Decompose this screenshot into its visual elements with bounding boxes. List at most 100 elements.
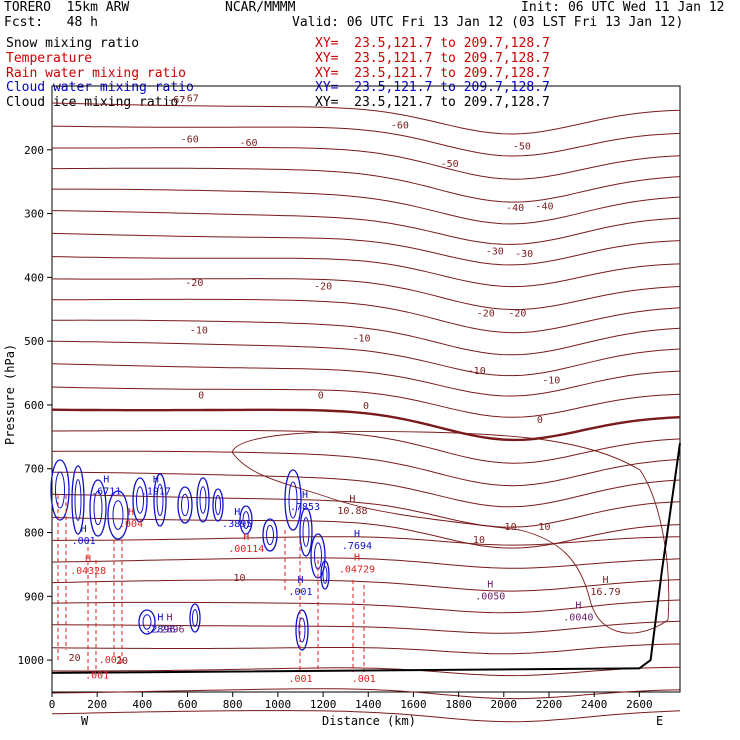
rain-water-contours — [57, 495, 365, 672]
extremum-value: .2896 — [154, 624, 184, 635]
extremum-value: .001 — [99, 655, 123, 666]
cloud-water-cell — [239, 505, 253, 535]
cloud-water-cell — [242, 511, 250, 529]
cloud-water-cell — [266, 524, 274, 546]
cloud-water-cell — [320, 560, 330, 590]
isotherm-label: 0 — [363, 401, 369, 412]
y-tick-label: 600 — [24, 399, 44, 412]
y-tick-label: 700 — [24, 463, 44, 476]
y-tick-label: 1000 — [18, 654, 45, 667]
extremum-value: .04729 — [339, 565, 375, 576]
extremum-value: .7853 — [290, 502, 320, 513]
legend-xy-snow: XY= 23.5,121.7 to 209.7,128.7 — [315, 36, 550, 51]
cloud-water-cell — [153, 473, 167, 527]
cloud-water-cell — [132, 477, 148, 523]
extremum-value: .001 — [85, 670, 109, 681]
x-tick-label: 2200 — [536, 698, 563, 711]
cloud-water-cell — [142, 614, 152, 630]
isotherm — [52, 319, 681, 356]
isotherm-label: -40 — [506, 203, 524, 214]
x-tick-label: 400 — [132, 698, 152, 711]
extremum-mark: H — [487, 579, 493, 590]
x-tick-label: 200 — [87, 698, 107, 711]
extremum-mark: H — [85, 554, 91, 565]
x-tick-label: 600 — [178, 698, 198, 711]
extremum-value: .6711 — [91, 487, 121, 498]
isotherm — [51, 688, 681, 700]
isotherm — [51, 125, 681, 157]
x-tick-label: 1400 — [355, 698, 382, 711]
legend-xy-temperature: XY= 23.5,121.7 to 209.7,128.7 — [315, 51, 550, 66]
cloud-water-cell — [284, 469, 302, 531]
cloud-water-cell — [215, 494, 221, 516]
cloud-water-cell — [136, 486, 144, 514]
isotherm-label: 20 — [116, 656, 128, 667]
y-tick-label: 500 — [24, 335, 44, 348]
extremum-mark: H — [234, 507, 240, 518]
isotherm — [51, 666, 681, 677]
y-axis-label: Pressure (hPa) — [3, 344, 17, 445]
extremum-value: .2896 — [145, 624, 175, 635]
x-axis-label: Distance (km) — [322, 714, 416, 728]
cloud-water-cell — [55, 471, 65, 509]
extremum-value: .1917 — [141, 487, 171, 498]
cloud-water-cell — [93, 490, 103, 526]
legend-label-cloud-ice: Cloud ice mixing ratio — [6, 95, 179, 110]
isotherm-label: -67 — [167, 95, 185, 106]
contour-labels: -67-67 -60 -60 -60 -50 -50 -40 -40 -30 -30 -20 -20 -… — [69, 93, 621, 685]
cloud-water-cell — [189, 603, 201, 633]
cloud-water-cell — [196, 477, 210, 523]
x-tick-label: 1600 — [400, 698, 427, 711]
legend-xy-rain: XY= 23.5,121.7 to 209.7,128.7 — [315, 66, 550, 81]
cloud-water-cell — [199, 486, 207, 514]
extremum-mark: H — [81, 524, 87, 535]
cloud-water-cell — [302, 517, 310, 547]
isotherm — [52, 429, 681, 464]
legend-xy-cloud-ice: XY= 23.5,121.7 to 209.7,128.7 — [315, 95, 550, 110]
isotherm — [51, 643, 681, 655]
extremum-mark: H — [157, 612, 163, 623]
isotherm — [51, 710, 681, 723]
cloud-water-cell — [112, 500, 124, 530]
isotherm-label: 20 — [69, 653, 81, 664]
x-tick-label: 2000 — [491, 698, 518, 711]
cloud-water-cell — [295, 609, 309, 651]
cloud-water-cell — [181, 493, 189, 517]
isotherm-label: -20 — [477, 308, 495, 319]
isotherm-label: -60 — [240, 138, 258, 149]
extremum-mark: H — [354, 553, 360, 564]
east-endpoint: E — [656, 714, 663, 728]
legend-xy-cloud-water: XY= 23.5,121.7 to 209.7,128.7 — [315, 80, 550, 95]
center-title: NCAR/MMMM — [225, 0, 296, 15]
plot-frame — [51, 85, 681, 693]
extremum-mark: H — [153, 475, 159, 486]
isotherm-label: -60 — [181, 134, 199, 145]
isotherm — [51, 210, 681, 245]
y-tick-label: 800 — [24, 527, 44, 540]
y-tick-label: 900 — [24, 590, 44, 603]
isotherm-label: 0 — [537, 415, 543, 426]
y-tick-label: 200 — [24, 144, 44, 157]
isotherm — [52, 471, 681, 508]
x-tick-label: 800 — [223, 698, 243, 711]
isotherm-label: -20 — [314, 282, 332, 293]
cloud-water-cell — [192, 609, 198, 627]
cloud-water-cell — [299, 507, 313, 557]
isotherm — [51, 340, 681, 377]
isotherm-label: -20 — [508, 308, 526, 319]
extremum-value: .001 — [288, 587, 312, 598]
extremum-mark: H — [297, 575, 303, 586]
x-tick-label: 2400 — [581, 698, 608, 711]
isotherm-zero — [51, 408, 681, 442]
west-endpoint: W — [81, 714, 89, 728]
legend-label-temperature: Temperature — [6, 51, 93, 66]
isotherm-label: -40 — [535, 201, 553, 212]
isotherm — [51, 599, 681, 614]
cloud-water-cell — [50, 459, 70, 521]
cloud-water-cell — [298, 617, 306, 643]
legend-label-rain: Rain water mixing ratio — [6, 66, 187, 81]
isotherm-label: -50 — [441, 159, 459, 170]
isotherm-label: -30 — [515, 249, 533, 260]
isotherm-label: -10 — [190, 326, 208, 337]
